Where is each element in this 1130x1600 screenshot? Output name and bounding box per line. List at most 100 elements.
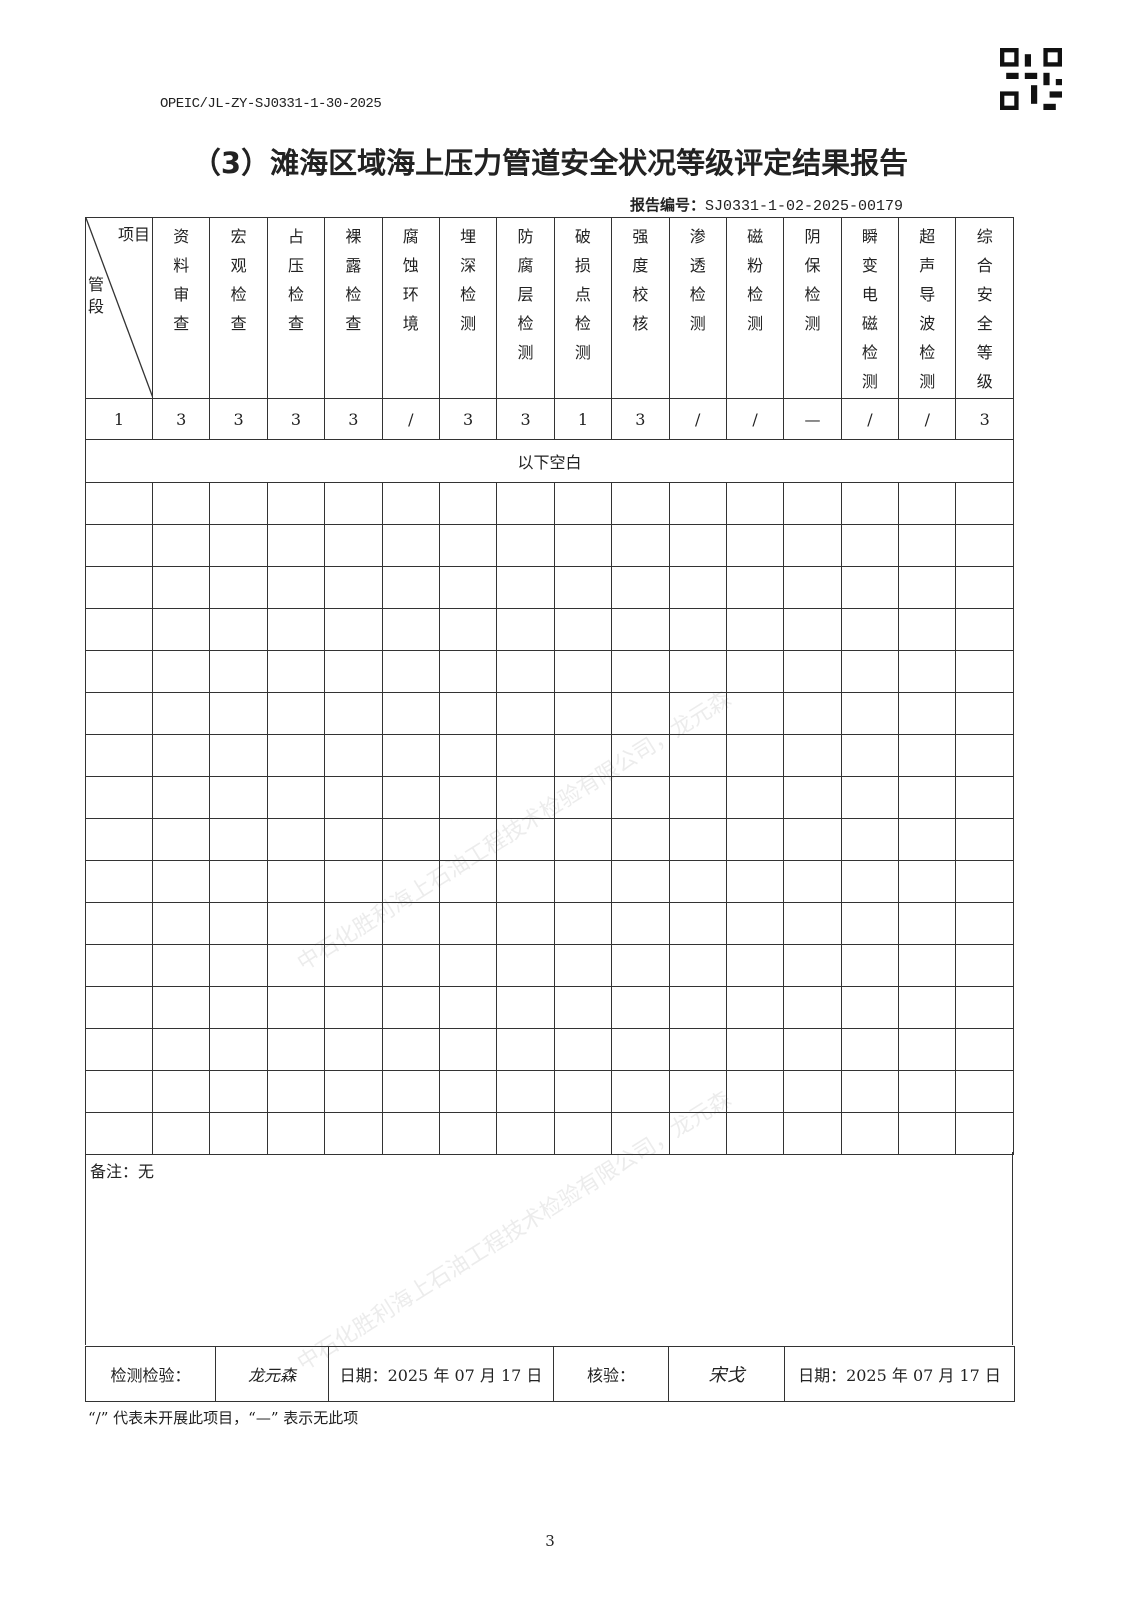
empty-cell	[151, 986, 211, 1029]
empty-cell	[955, 524, 1014, 567]
empty-cell	[266, 986, 326, 1029]
column-header: 宏观检查	[209, 217, 268, 399]
empty-cell	[783, 986, 842, 1029]
empty-cell	[553, 734, 613, 777]
empty-cell	[955, 1112, 1014, 1155]
empty-cell	[725, 482, 785, 525]
empty-cell	[85, 776, 153, 819]
segment-cell: 1	[85, 398, 153, 440]
empty-cell	[209, 608, 268, 651]
empty-cell	[496, 1028, 555, 1071]
empty-cell	[209, 818, 268, 861]
empty-cell	[611, 734, 670, 777]
empty-cell	[324, 1028, 383, 1071]
empty-cell	[783, 944, 842, 987]
empty-cell	[840, 608, 900, 651]
empty-row	[85, 944, 1014, 987]
empty-cell	[553, 860, 613, 903]
corner-cell: 项目 管段	[85, 217, 153, 399]
empty-cell	[381, 776, 440, 819]
empty-cell	[381, 650, 440, 693]
empty-cell	[381, 482, 440, 525]
empty-cell	[840, 944, 900, 987]
empty-cell	[381, 860, 440, 903]
column-header: 防腐层检测	[496, 217, 555, 399]
value-cell: 3	[209, 398, 268, 440]
empty-cell	[85, 566, 153, 609]
empty-row	[85, 734, 1014, 777]
empty-row	[85, 692, 1014, 735]
empty-cell	[725, 1028, 785, 1071]
empty-cell	[725, 650, 785, 693]
empty-row	[85, 902, 1014, 945]
column-header: 破损点检测	[553, 217, 613, 399]
empty-cell	[381, 566, 440, 609]
empty-cell	[553, 608, 613, 651]
value-cell: /	[725, 398, 785, 440]
empty-cell	[151, 1070, 211, 1113]
document-code: OPEIC/JL-ZY-SJ0331-1-30-2025	[160, 96, 382, 112]
empty-cell	[151, 1028, 211, 1071]
empty-cell	[266, 902, 326, 945]
header-row: 项目 管段 资料审查 宏观检查 占压检查 裸露检查 腐蚀环境 埋深检测 防腐层检测 破损点检测…	[85, 217, 1014, 399]
column-header: 裸露检查	[324, 217, 383, 399]
empty-cell	[266, 1028, 326, 1071]
empty-cell	[725, 692, 785, 735]
empty-cell	[553, 692, 613, 735]
empty-cell	[553, 902, 613, 945]
empty-cell	[266, 566, 326, 609]
empty-cell	[611, 650, 670, 693]
empty-cell	[438, 860, 498, 903]
column-header: 磁粉检测	[725, 217, 785, 399]
empty-row	[85, 986, 1014, 1029]
empty-cell	[438, 734, 498, 777]
empty-cell	[668, 860, 727, 903]
empty-cell	[955, 776, 1014, 819]
value-cell: 3	[496, 398, 555, 440]
empty-cell	[955, 650, 1014, 693]
empty-cell	[381, 902, 440, 945]
empty-cell	[438, 650, 498, 693]
empty-cell	[496, 986, 555, 1029]
empty-cell	[209, 1112, 268, 1155]
empty-cell	[324, 608, 383, 651]
empty-cell	[955, 692, 1014, 735]
empty-cell	[381, 608, 440, 651]
empty-cell	[266, 818, 326, 861]
empty-cell	[611, 524, 670, 567]
empty-cell	[85, 650, 153, 693]
value-cell: 3	[151, 398, 211, 440]
empty-cell	[725, 860, 785, 903]
column-header: 渗透检测	[668, 217, 727, 399]
empty-cell	[151, 860, 211, 903]
empty-cell	[438, 1112, 498, 1155]
empty-cell	[85, 482, 153, 525]
empty-cell	[209, 524, 268, 567]
empty-cell	[151, 734, 211, 777]
empty-cell	[85, 692, 153, 735]
empty-cell	[381, 692, 440, 735]
value-cell: 3	[955, 398, 1014, 440]
empty-cell	[209, 860, 268, 903]
empty-cell	[85, 1028, 153, 1071]
empty-cell	[438, 1070, 498, 1113]
empty-cell	[668, 608, 727, 651]
empty-cell	[955, 986, 1014, 1029]
empty-cell	[840, 1028, 900, 1071]
empty-row	[85, 608, 1014, 651]
empty-cell	[611, 1028, 670, 1071]
reviewer-label: 核验：	[553, 1346, 669, 1402]
empty-cell	[668, 902, 727, 945]
empty-cell	[898, 1112, 957, 1155]
empty-cell	[438, 692, 498, 735]
empty-cell	[725, 524, 785, 567]
diagonal-line	[86, 218, 153, 398]
empty-cell	[783, 566, 842, 609]
empty-cell	[668, 1070, 727, 1113]
empty-cell	[898, 734, 957, 777]
empty-cell	[898, 566, 957, 609]
empty-cell	[324, 524, 383, 567]
empty-cell	[381, 986, 440, 1029]
empty-cell	[783, 650, 842, 693]
empty-cell	[898, 902, 957, 945]
